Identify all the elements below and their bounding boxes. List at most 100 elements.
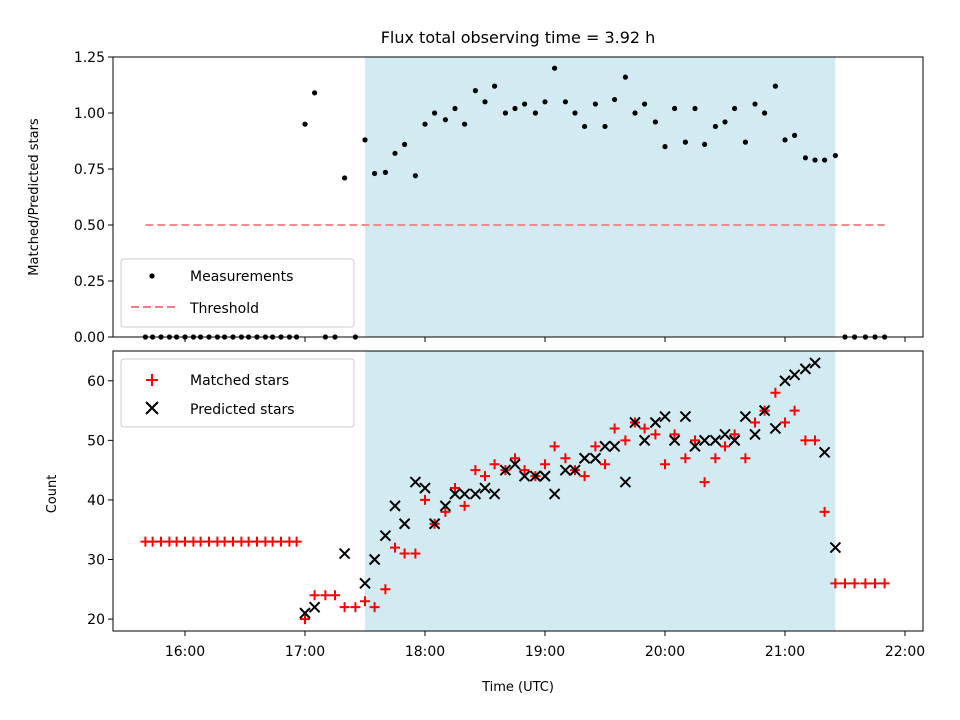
predicted-star-point <box>569 464 581 476</box>
predicted-star-point <box>308 601 321 613</box>
x-tick-label: 17:00 <box>285 644 325 660</box>
matched-star-point <box>440 506 451 517</box>
predicted-star-point <box>709 434 722 447</box>
matched-star-point <box>243 536 254 547</box>
series-group <box>140 357 890 625</box>
predicted-star-point <box>518 470 531 482</box>
y-tick-label: 1.00 <box>74 106 105 122</box>
predicted-star-point <box>788 369 801 381</box>
predicted-star-point <box>599 440 611 453</box>
count-legend: Matched stars Predicted stars <box>120 358 355 428</box>
predicted-star-point <box>439 500 452 512</box>
measurement-point <box>722 119 728 125</box>
predicted-star-point <box>659 410 671 423</box>
matched-star-point <box>510 453 520 464</box>
y-tick-label: 0.00 <box>74 330 105 346</box>
predicted-star-point <box>509 458 521 470</box>
matched-star-point <box>195 536 206 547</box>
matched-star-point <box>810 435 820 446</box>
predicted-star-point <box>389 500 401 512</box>
measurement-point <box>652 119 659 125</box>
predicted-star-point <box>719 428 731 441</box>
matched-star-point <box>540 459 550 470</box>
matched-star-point <box>219 536 230 547</box>
predicted-star-point <box>689 440 701 453</box>
measurement-point <box>772 83 779 89</box>
matched-star-point <box>870 578 880 589</box>
predicted-star-point <box>629 416 641 429</box>
matched-star-point <box>560 453 571 464</box>
measurement-point <box>782 137 788 143</box>
matched-star-point <box>849 578 860 589</box>
measurement-point <box>422 121 428 127</box>
predicted-star-point <box>539 470 551 482</box>
y-tick-label: 30 <box>87 553 105 569</box>
measurement-point <box>382 169 388 175</box>
matched-star-point <box>720 441 730 452</box>
axes-frame <box>112 56 924 338</box>
matched-star-point <box>660 459 670 470</box>
predicted-star-point <box>368 553 381 566</box>
predicted-star-point <box>338 547 351 560</box>
predicted-star-point <box>638 434 651 447</box>
predicted-star-point <box>818 446 831 458</box>
matched-star-point <box>819 506 830 517</box>
matched-star-point <box>879 578 890 589</box>
matched-star-point <box>369 602 380 613</box>
measurement-point <box>372 170 378 177</box>
measurement-point <box>582 123 588 130</box>
predicted-star-point <box>769 422 782 435</box>
matched-star-point <box>780 417 790 428</box>
matched-star-point <box>470 465 481 476</box>
measurement-point <box>552 65 558 71</box>
matched-star-point <box>420 494 430 505</box>
measurement-point <box>312 90 318 96</box>
chart-title: Flux total observing time = 3.92 h <box>381 28 656 47</box>
predicted-star-point <box>449 488 461 500</box>
predicted-star-point <box>668 434 681 447</box>
matched-star-point <box>579 471 590 482</box>
matched-star-point <box>180 536 190 547</box>
predicted-star-point <box>359 577 371 590</box>
matched-star-point <box>600 459 610 470</box>
matched-star-point <box>699 477 710 488</box>
measurement-point <box>742 139 749 145</box>
observing-window-shade <box>365 351 836 631</box>
measurement-point <box>802 155 809 161</box>
measurement-point <box>592 101 599 107</box>
matched-star-point <box>360 596 370 607</box>
x-tick-label: 18:00 <box>405 644 445 660</box>
matched-star-point <box>609 423 620 434</box>
matched-star-point <box>291 536 302 547</box>
measurement-point <box>412 173 418 179</box>
predicted-star-point <box>779 375 791 387</box>
measurement-point <box>622 74 629 80</box>
matched-star-point <box>590 441 601 452</box>
measurement-point <box>572 110 578 116</box>
matched-star-point <box>339 602 350 613</box>
legend-box <box>120 358 355 428</box>
predicted-star-point <box>458 488 471 500</box>
predicted-star-point <box>488 488 501 500</box>
predicted-star-point <box>758 404 771 417</box>
x-tick-label: 20:00 <box>645 644 685 660</box>
predicted-star-point <box>679 410 692 423</box>
matched-star-point <box>410 548 421 559</box>
measurement-point <box>512 105 518 112</box>
matched-star-point <box>228 536 238 547</box>
legend-measurements-marker <box>149 273 155 279</box>
matched-star-point <box>800 435 811 446</box>
legend-matched-label: Matched stars <box>190 373 289 389</box>
matched-star-point <box>729 429 740 440</box>
x-tick-label: 22:00 <box>885 644 925 660</box>
measurement-point <box>342 175 348 181</box>
measurement-point <box>542 99 548 105</box>
predicted-star-point <box>578 452 591 464</box>
x-tick-label: 21:00 <box>765 644 805 660</box>
measurement-point <box>562 99 569 105</box>
matched-star-point <box>680 453 691 464</box>
measurement-point <box>452 105 458 112</box>
matched-star-point <box>267 536 278 547</box>
y-tick-label: 0.25 <box>74 274 105 290</box>
y-tick-label: 50 <box>87 433 105 449</box>
